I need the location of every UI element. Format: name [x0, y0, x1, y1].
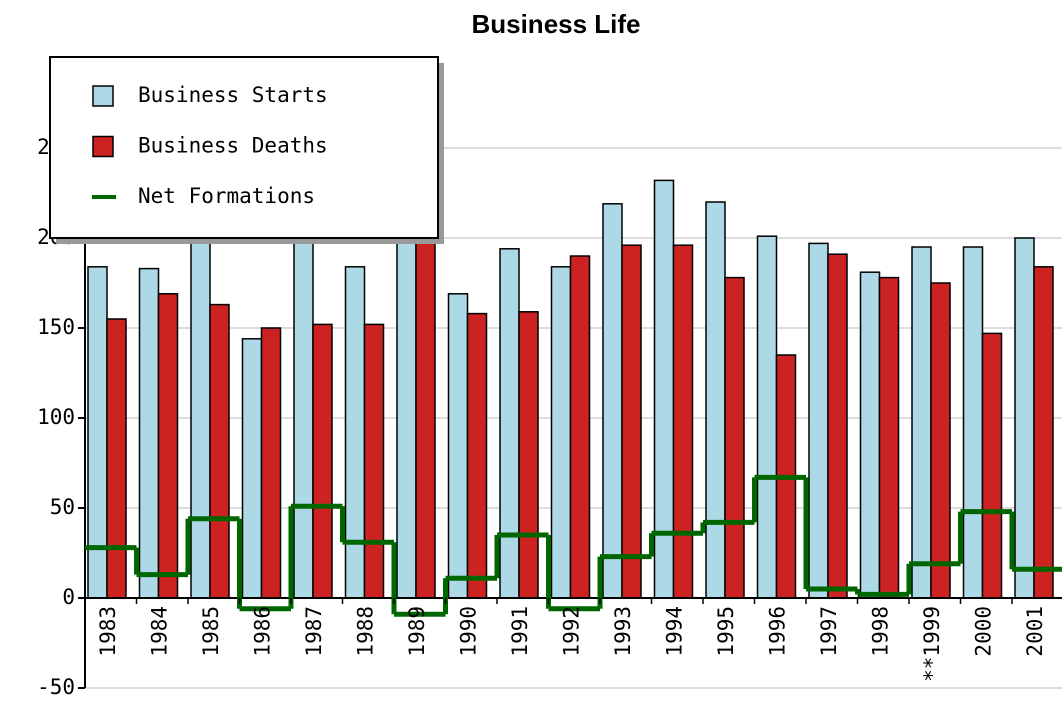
legend-label: Business Deaths — [138, 134, 328, 158]
bar — [396, 237, 417, 599]
y-tick-label: -50 — [37, 675, 75, 699]
bar — [415, 221, 436, 599]
bar — [808, 242, 829, 599]
bar — [157, 293, 179, 599]
bar — [621, 244, 642, 599]
bar — [672, 244, 694, 599]
bar — [756, 235, 778, 599]
x-tick-label: 1983 — [96, 606, 120, 657]
x-tick-label: 1989 — [405, 606, 429, 657]
bar — [1014, 237, 1035, 599]
legend-swatch — [92, 85, 114, 107]
y-tick-label: 100 — [37, 405, 75, 429]
x-tick-label: 1988 — [353, 606, 377, 657]
x-tick-label: 1984 — [147, 606, 171, 657]
legend-swatch — [92, 135, 114, 158]
bar — [293, 231, 314, 599]
bar — [363, 323, 385, 599]
bar — [962, 246, 984, 599]
bar — [466, 312, 488, 599]
bar — [1033, 266, 1054, 599]
x-tick-label: 1986 — [250, 606, 274, 657]
bar — [930, 282, 951, 599]
bar — [518, 311, 539, 599]
bar — [981, 332, 1003, 599]
bar — [602, 203, 623, 599]
bar — [827, 253, 848, 599]
bar — [106, 318, 127, 599]
bar — [550, 266, 572, 599]
x-tick-label: 1992 — [559, 606, 583, 657]
legend — [49, 56, 439, 239]
x-tick-label: 1991 — [508, 606, 532, 657]
y-tick-label: 50 — [50, 495, 75, 519]
y-tick-label: 150 — [37, 315, 75, 339]
x-tick-label: 1990 — [456, 606, 480, 657]
legend-label: Business Starts — [138, 83, 328, 107]
x-tick-label: 1996 — [765, 606, 789, 657]
x-tick-label: **1999 — [920, 606, 944, 682]
legend-label: Net Formations — [138, 184, 315, 208]
bar — [878, 276, 900, 599]
x-tick-label: 1987 — [302, 606, 326, 657]
bar — [209, 303, 230, 599]
x-tick-label: 1985 — [199, 606, 223, 657]
y-tick-label: 0 — [62, 585, 75, 609]
bar — [705, 201, 726, 599]
bar — [569, 255, 591, 599]
bar — [260, 327, 282, 599]
bar — [312, 323, 333, 599]
bar — [859, 271, 881, 599]
x-tick-label: 1998 — [868, 606, 892, 657]
x-tick-label: 2000 — [971, 606, 995, 657]
bar — [344, 266, 366, 599]
x-tick-label: 1995 — [714, 606, 738, 657]
chart-title: Business Life — [471, 9, 640, 39]
bar — [447, 293, 469, 599]
bar — [724, 276, 745, 599]
x-tick-label: 1993 — [611, 606, 635, 657]
bar — [499, 248, 520, 599]
bar — [190, 224, 211, 599]
bar — [241, 338, 263, 599]
bar — [911, 246, 932, 599]
x-tick-label: 1997 — [817, 606, 841, 657]
bar — [138, 267, 160, 599]
x-tick-label: 1994 — [662, 606, 686, 657]
x-tick-label: 2001 — [1023, 606, 1047, 657]
